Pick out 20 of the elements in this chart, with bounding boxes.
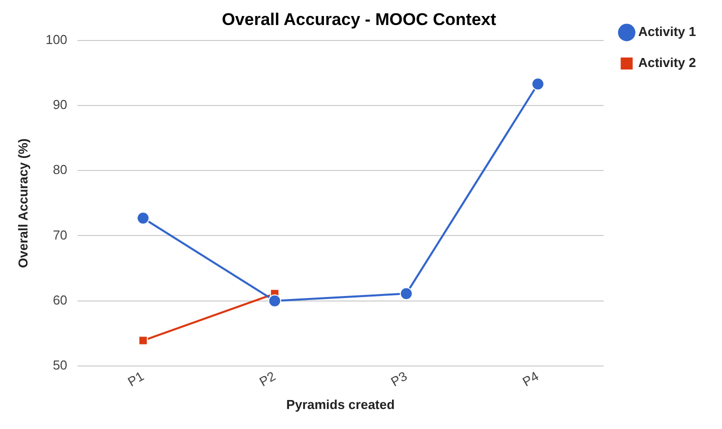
chart-title: Overall Accuracy - MOOC Context <box>222 10 496 29</box>
point <box>268 294 282 308</box>
y-tick-label: 100 <box>46 32 68 47</box>
y-axis-title: Overall Accuracy (%) <box>15 138 30 268</box>
y-tick-label: 80 <box>52 162 68 178</box>
point <box>400 287 413 300</box>
x-tick-label: P2 <box>256 368 278 390</box>
x-tick-label: P4 <box>520 368 542 390</box>
point <box>531 78 544 91</box>
point <box>138 336 148 346</box>
y-tick-label: 90 <box>52 97 68 112</box>
x-axis-title: Pyramids created <box>286 396 395 412</box>
x-tick-label: P1 <box>125 368 146 390</box>
x-tick-label: P3 <box>388 368 410 390</box>
y-tick-label: 50 <box>52 358 68 373</box>
y-tick-label: 60 <box>52 292 68 308</box>
legend-label: Activity 1 <box>638 24 696 40</box>
point <box>136 212 150 225</box>
y-tick-label: 70 <box>52 227 68 242</box>
legend-label: Activity 2 <box>638 55 696 70</box>
